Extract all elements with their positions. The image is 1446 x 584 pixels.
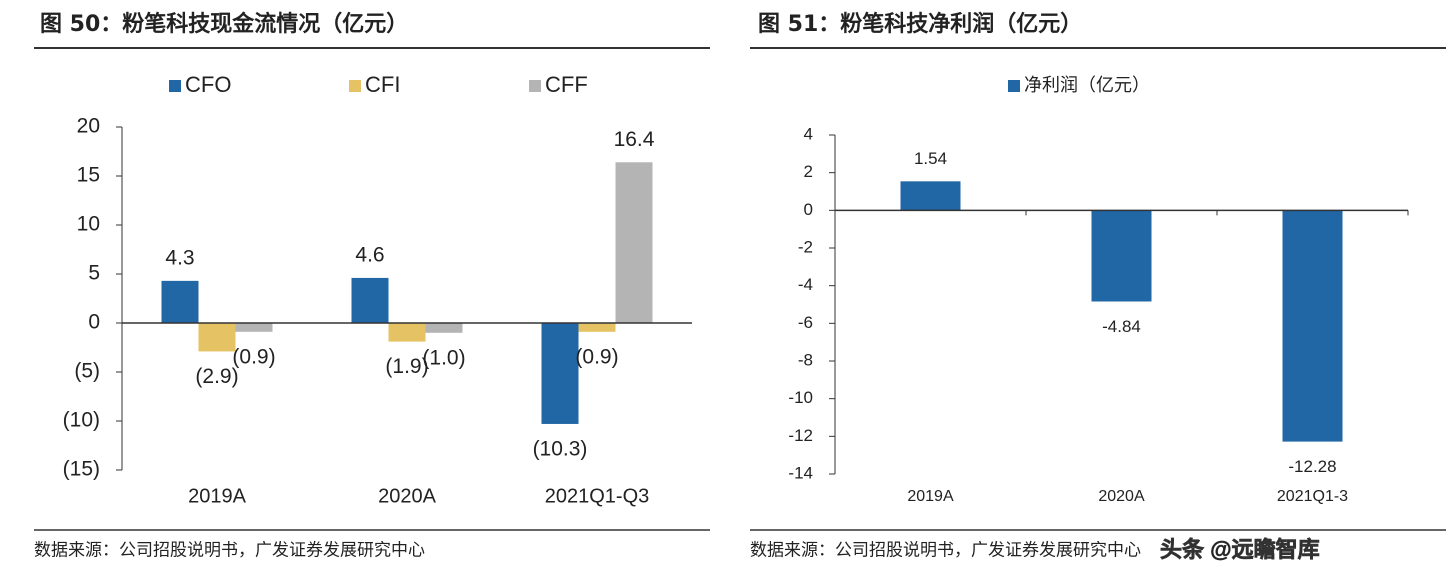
data-label: 4.6 [355,243,384,266]
y-tick-label: -6 [798,313,813,332]
x-tick-label: 2021Q1-Q3 [545,485,650,507]
bar [541,323,579,424]
legend-swatch [349,80,361,92]
data-label: (2.9) [195,365,238,388]
data-label: (0.9) [575,345,618,368]
data-label: (0.9) [232,345,275,368]
bar [425,323,463,333]
data-label: (10.3) [533,437,588,460]
y-tick-label: 0 [804,200,813,219]
y-tick-label: 4 [804,124,813,143]
legend-label: CFO [185,72,231,97]
bar [578,323,616,332]
chart-title: 图 51：粉笔科技净利润（亿元） [758,11,1082,37]
legend-label: CFF [545,72,588,97]
y-tick-label: (5) [74,360,100,383]
y-tick-label: -12 [788,426,813,445]
y-tick-label: -8 [798,350,813,369]
y-tick-label: 0 [88,311,100,334]
y-tick-label: (10) [63,409,100,432]
legend-swatch [1008,80,1020,92]
bar [1091,210,1152,302]
legend-swatch [169,80,181,92]
data-label: (1.9) [385,355,428,378]
chart-title: 图 50：粉笔科技现金流情况（亿元） [40,11,408,37]
x-tick-label: 2021Q1-3 [1277,488,1348,505]
bar [388,323,426,342]
y-tick-label: -10 [788,388,813,407]
y-tick-label: -4 [798,275,813,294]
bar [900,181,961,211]
bar [235,323,273,332]
y-tick-label: 10 [77,213,100,236]
legend-label: 净利润（亿元） [1024,75,1150,96]
x-tick-label: 2020A [1098,488,1145,505]
y-tick-label: 20 [77,115,100,138]
y-tick-label: 5 [88,262,100,285]
bar [198,323,236,352]
data-label: -4.84 [1102,317,1141,336]
bar [615,162,653,323]
bar [161,280,199,323]
x-tick-label: 2019A [907,488,954,505]
y-tick-label: -14 [788,463,813,482]
x-tick-label: 2020A [378,485,436,507]
data-label: 1.54 [914,149,947,168]
y-tick-label: (15) [63,458,100,481]
legend-label: CFI [365,72,400,97]
source: 数据来源：公司招股说明书，广发证券发展研究中心 [750,541,1141,561]
y-tick-label: -2 [798,237,813,256]
bar [1282,210,1343,442]
data-label: -12.28 [1288,457,1336,476]
x-tick-label: 2019A [188,485,246,507]
bar [351,277,389,323]
legend-swatch [529,80,541,92]
data-label: 4.3 [165,246,194,269]
y-tick-label: 2 [804,162,813,181]
watermark: 头条 @远瞻智库 [1160,537,1320,562]
source: 数据来源：公司招股说明书，广发证券发展研究中心 [34,541,425,561]
data-label: (1.0) [422,346,465,369]
y-tick-label: 15 [77,164,100,187]
data-label: 16.4 [614,128,655,151]
